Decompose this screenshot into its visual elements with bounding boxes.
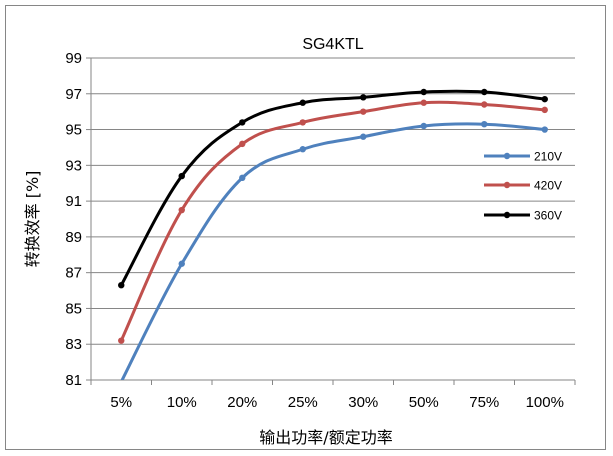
data-point [178, 206, 185, 214]
series-210V [120, 120, 548, 380]
y-tick-label: 83 [65, 336, 82, 353]
x-tick-label: 100% [526, 394, 564, 411]
y-axis-label: 转换效率 [%] [23, 171, 42, 268]
y-tick-label: 87 [65, 265, 82, 282]
data-point [360, 94, 367, 101]
x-tick-label: 10% [167, 394, 197, 411]
series-360V [118, 88, 548, 289]
y-tick-label: 99 [65, 50, 82, 67]
legend-item-420V: 420V [484, 179, 562, 193]
data-point [239, 119, 246, 126]
data-point [178, 260, 185, 267]
series-line-210V [120, 122, 547, 380]
series-420V [118, 99, 548, 344]
y-tick-label: 95 [65, 122, 82, 139]
legend-swatch-marker [503, 152, 511, 160]
data-point [360, 108, 367, 115]
data-point [239, 140, 246, 148]
data-point [118, 337, 125, 344]
data-point [541, 106, 548, 114]
x-tick-label: 75% [469, 394, 499, 411]
legend-label: 210V [534, 150, 562, 164]
data-point [541, 126, 548, 133]
legend-swatch-marker [503, 211, 511, 219]
data-point [299, 119, 306, 126]
data-point [239, 174, 246, 182]
x-tick-label: 20% [227, 394, 257, 411]
legend-swatch-marker [503, 181, 511, 189]
x-tick-label: 50% [409, 394, 439, 411]
data-point [481, 120, 488, 128]
data-point [481, 101, 488, 108]
y-tick-labels: 81 83 85 87 89 91 93 95 97 99 [65, 50, 82, 389]
y-tick-label: 91 [65, 193, 82, 210]
chart-title: SG4KTL [302, 36, 363, 53]
y-tick-label: 85 [65, 300, 82, 317]
y-tick-label: 97 [65, 86, 82, 103]
series-line-420V [119, 100, 547, 343]
chart-frame [5, 5, 606, 450]
legend: 210V 420V 360V [484, 150, 562, 223]
axes [86, 57, 576, 385]
x-tick-label: 30% [348, 394, 378, 411]
legend-label: 420V [534, 179, 562, 193]
legend-label: 360V [534, 209, 562, 223]
data-point [360, 133, 367, 140]
data-point [420, 99, 427, 106]
data-point [299, 146, 306, 153]
data-point [420, 122, 427, 130]
legend-item-360V: 360V [484, 209, 562, 223]
x-tick-label: 5% [110, 394, 132, 411]
series-lines [118, 88, 548, 380]
x-axis-label: 输出功率/额定功率 [259, 428, 392, 447]
data-point [178, 172, 185, 180]
gridlines [91, 57, 575, 345]
legend-item-210V: 210V [484, 150, 562, 164]
data-point [420, 88, 427, 96]
data-point [541, 95, 548, 103]
x-tick-label: 25% [288, 394, 318, 411]
data-point [299, 99, 306, 106]
y-tick-label: 89 [65, 229, 82, 246]
x-tick-labels: 5% 10% 20% 25% 30% 50% 75% 100% [110, 394, 564, 411]
data-point [481, 88, 488, 96]
y-tick-label: 81 [65, 372, 82, 389]
y-tick-label: 93 [65, 157, 82, 174]
data-point [118, 281, 125, 289]
